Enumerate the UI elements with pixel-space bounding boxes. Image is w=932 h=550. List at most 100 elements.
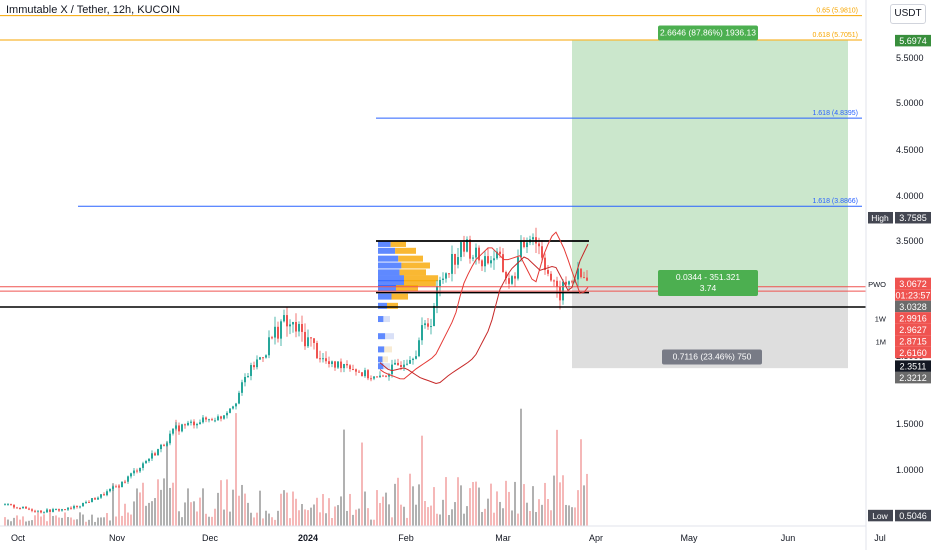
price-label-chip xyxy=(895,312,931,324)
volume-bar xyxy=(151,501,153,526)
candle-body xyxy=(577,268,579,280)
volume-bar xyxy=(403,506,405,526)
candle-body xyxy=(322,358,324,360)
candle-body xyxy=(214,420,216,422)
volume-bar xyxy=(109,520,111,526)
price-tag-chip xyxy=(868,509,893,522)
candle-body xyxy=(16,507,18,509)
volume-bar xyxy=(181,517,183,526)
volume-bar xyxy=(301,504,303,526)
candle-body xyxy=(193,421,195,426)
volume-bar xyxy=(28,520,30,526)
candle-body xyxy=(430,326,432,328)
volume-bar xyxy=(511,510,513,526)
candle-body xyxy=(160,444,162,450)
candle-body xyxy=(454,253,456,265)
candle-body xyxy=(406,363,408,365)
volume-bar xyxy=(586,473,588,526)
volume-bar xyxy=(406,517,408,526)
candle-body xyxy=(385,375,387,377)
volume-bar xyxy=(232,489,234,526)
volume-bar xyxy=(304,509,306,526)
candle-body xyxy=(307,337,309,347)
volume-bar xyxy=(346,510,348,526)
candle-body xyxy=(337,361,339,368)
candle-body xyxy=(571,281,573,283)
volume-bar xyxy=(553,475,555,526)
x-axis-tick-label: Oct xyxy=(11,533,26,543)
volume-bar xyxy=(172,482,174,526)
volume-bar xyxy=(229,511,231,526)
volume-bar xyxy=(340,496,342,526)
volume-bar xyxy=(130,514,132,526)
candle-body xyxy=(148,458,150,462)
candle-body xyxy=(19,508,21,510)
candle-body xyxy=(31,509,33,511)
candle-body xyxy=(127,476,129,482)
volume-bar xyxy=(487,498,489,526)
volume-bar xyxy=(103,517,105,526)
candle-body xyxy=(457,257,459,265)
price-label: 3.7585 High xyxy=(868,211,931,224)
candle-body xyxy=(409,360,411,364)
candle-body xyxy=(403,364,405,367)
volume-bar xyxy=(331,517,333,526)
candle-body xyxy=(295,321,297,332)
y-axis-tick-label: 4.5000 xyxy=(896,145,924,155)
price-label-text: 2.3511 xyxy=(900,362,927,372)
candle-body xyxy=(79,506,81,508)
volume-bar xyxy=(88,519,90,526)
volume-bar xyxy=(256,512,258,526)
volume-bar xyxy=(418,484,420,526)
candle-body xyxy=(121,481,123,488)
candle-body xyxy=(544,257,546,270)
volume-bar xyxy=(259,490,261,526)
price-label-text: 2.6160 xyxy=(899,348,927,358)
candle-body xyxy=(397,362,399,366)
candle-body xyxy=(328,361,330,364)
candle-body xyxy=(157,449,159,456)
volume-bar xyxy=(430,505,432,526)
candle-body xyxy=(334,361,336,368)
price-label: 01:23:57 xyxy=(895,289,931,301)
candle-body xyxy=(109,488,111,492)
candle-body xyxy=(10,504,12,506)
candle-body xyxy=(379,375,381,378)
candle-body xyxy=(289,324,291,327)
candle-body xyxy=(169,433,171,444)
candle-body xyxy=(445,273,447,279)
candle-body xyxy=(442,278,444,280)
candle-body xyxy=(475,247,477,258)
candle-body xyxy=(94,498,96,500)
candle-body xyxy=(151,453,153,459)
candle-body xyxy=(361,372,363,377)
volume-bar xyxy=(4,517,6,526)
volume-bar xyxy=(265,510,267,526)
entry-label-text: 0.0344 - 351.321 xyxy=(676,272,741,282)
price-label: 2.3212 xyxy=(895,371,931,384)
volume-bar xyxy=(397,477,399,526)
candle-body xyxy=(436,286,438,306)
volume-profile-row xyxy=(395,247,416,254)
volume-profile-row xyxy=(378,269,400,276)
volume-bar xyxy=(514,481,516,526)
price-label: 3.0672 PWO xyxy=(868,277,931,290)
y-axis-tick-label: 5.0000 xyxy=(896,98,924,108)
candle-body xyxy=(163,444,165,446)
volume-bar xyxy=(64,512,66,526)
volume-bar xyxy=(583,485,585,526)
volume-bar xyxy=(358,508,360,526)
candle-body xyxy=(256,359,258,368)
candle-body xyxy=(4,504,6,506)
volume-bar xyxy=(445,477,447,526)
volume-bar xyxy=(391,517,393,526)
candle-body xyxy=(100,494,102,498)
currency-button[interactable]: USDT xyxy=(890,4,926,24)
volume-bar xyxy=(376,490,378,526)
candle-body xyxy=(55,509,57,511)
volume-bar xyxy=(451,509,453,526)
volume-bar xyxy=(289,518,291,526)
candle-body xyxy=(64,509,66,511)
volume-bar xyxy=(220,480,222,526)
